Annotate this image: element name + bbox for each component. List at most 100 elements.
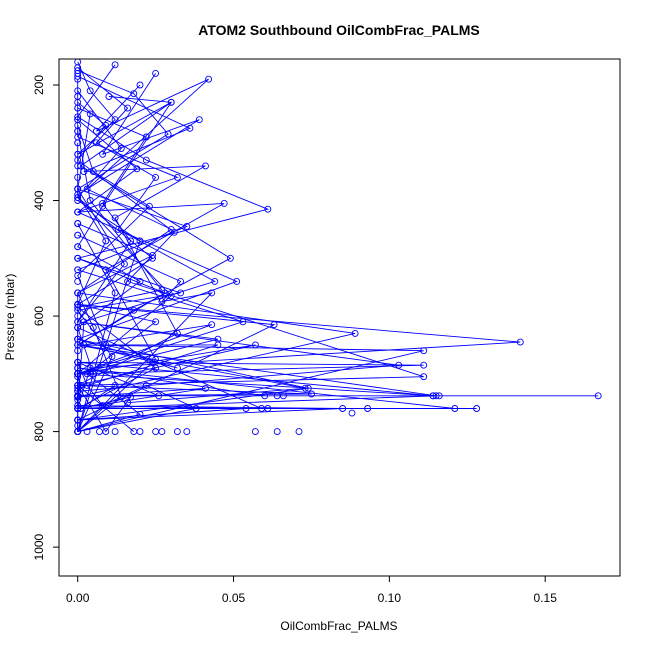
data-point: [451, 405, 459, 412]
plot-area: [74, 58, 602, 436]
data-point: [74, 93, 82, 100]
data-point: [74, 428, 82, 436]
series-line: [77, 125, 219, 389]
data-point: [108, 353, 116, 360]
data-point: [74, 69, 82, 77]
data-point: [74, 173, 82, 181]
data-point: [92, 139, 100, 147]
data-point: [74, 266, 82, 274]
data-point: [233, 277, 241, 285]
data-point: [239, 318, 247, 326]
data-point: [86, 197, 94, 204]
data-point: [74, 139, 82, 147]
data-point: [74, 373, 82, 381]
data-point: [432, 392, 440, 400]
series-line: [76, 119, 309, 432]
data-point: [308, 390, 315, 398]
data-point: [152, 428, 160, 436]
data-point: [111, 428, 119, 436]
data-point: [152, 364, 160, 372]
data-point: [111, 289, 119, 297]
data-point: [420, 373, 428, 381]
y-tick-label: 800: [32, 421, 46, 441]
data-point: [473, 405, 481, 412]
series-line: [77, 67, 216, 409]
data-point: [74, 208, 82, 216]
data-point: [92, 127, 100, 135]
data-point: [74, 72, 82, 80]
data-point: [195, 116, 203, 124]
data-point: [74, 243, 82, 251]
data-point: [261, 392, 269, 400]
data-point: [102, 266, 110, 274]
data-point: [74, 393, 82, 401]
data-point: [117, 145, 125, 152]
x-tick-label: 0.10: [378, 591, 402, 605]
x-tick-label: 0.00: [66, 591, 90, 605]
data-point: [264, 405, 272, 412]
data-point: [83, 185, 91, 193]
data-point: [339, 405, 347, 412]
data-point: [211, 277, 219, 285]
data-point: [74, 358, 82, 366]
data-point: [74, 324, 82, 332]
data-point: [74, 254, 82, 262]
data-point: [86, 110, 94, 118]
y-axis-label: Pressure (mbar): [3, 274, 17, 361]
data-point: [89, 168, 97, 176]
data-point: [99, 150, 107, 158]
y-tick-label: 400: [32, 190, 46, 210]
data-point: [74, 231, 82, 239]
data-point: [152, 69, 160, 77]
data-point: [142, 156, 150, 164]
data-point: [74, 162, 82, 170]
data-point: [74, 335, 82, 343]
data-point: [74, 220, 82, 228]
data-point: [173, 173, 181, 181]
data-point: [89, 324, 97, 332]
data-point: [142, 381, 150, 389]
data-point: [74, 347, 82, 355]
data-point: [348, 409, 356, 417]
data-point: [301, 384, 309, 392]
chart-title: ATOM2 Southbound OilCombFrac_PALMS: [198, 22, 480, 38]
data-point: [202, 384, 209, 392]
data-point: [96, 428, 103, 436]
data-point: [214, 341, 222, 349]
data-point: [136, 277, 144, 285]
points-layer: [74, 58, 602, 436]
data-point: [429, 392, 437, 400]
data-point: [127, 237, 135, 245]
series-line: [77, 304, 157, 433]
data-point: [173, 428, 181, 436]
series-line: [77, 200, 141, 432]
data-point: [74, 194, 82, 202]
data-point: [99, 202, 107, 210]
data-point: [149, 251, 156, 259]
data-point: [149, 254, 156, 262]
data-point: [170, 228, 178, 236]
data-point: [177, 277, 185, 285]
data-point: [152, 355, 160, 363]
data-point: [158, 298, 166, 306]
data-point: [86, 364, 94, 372]
data-point: [220, 199, 228, 207]
data-point: [208, 289, 216, 297]
data-point: [242, 405, 250, 412]
y-tick-label: 1000: [32, 533, 46, 560]
data-point: [155, 392, 163, 400]
data-point: [130, 90, 138, 98]
data-point: [264, 205, 272, 213]
series-line: [76, 101, 424, 432]
data-point: [133, 165, 141, 173]
data-point: [351, 329, 359, 337]
data-point: [105, 93, 113, 100]
data-point: [173, 364, 181, 372]
data-point: [102, 121, 110, 129]
data-point: [226, 254, 234, 262]
series-line: [77, 234, 213, 432]
data-point: [158, 428, 166, 436]
data-point: [83, 428, 91, 436]
data-point: [86, 87, 94, 95]
